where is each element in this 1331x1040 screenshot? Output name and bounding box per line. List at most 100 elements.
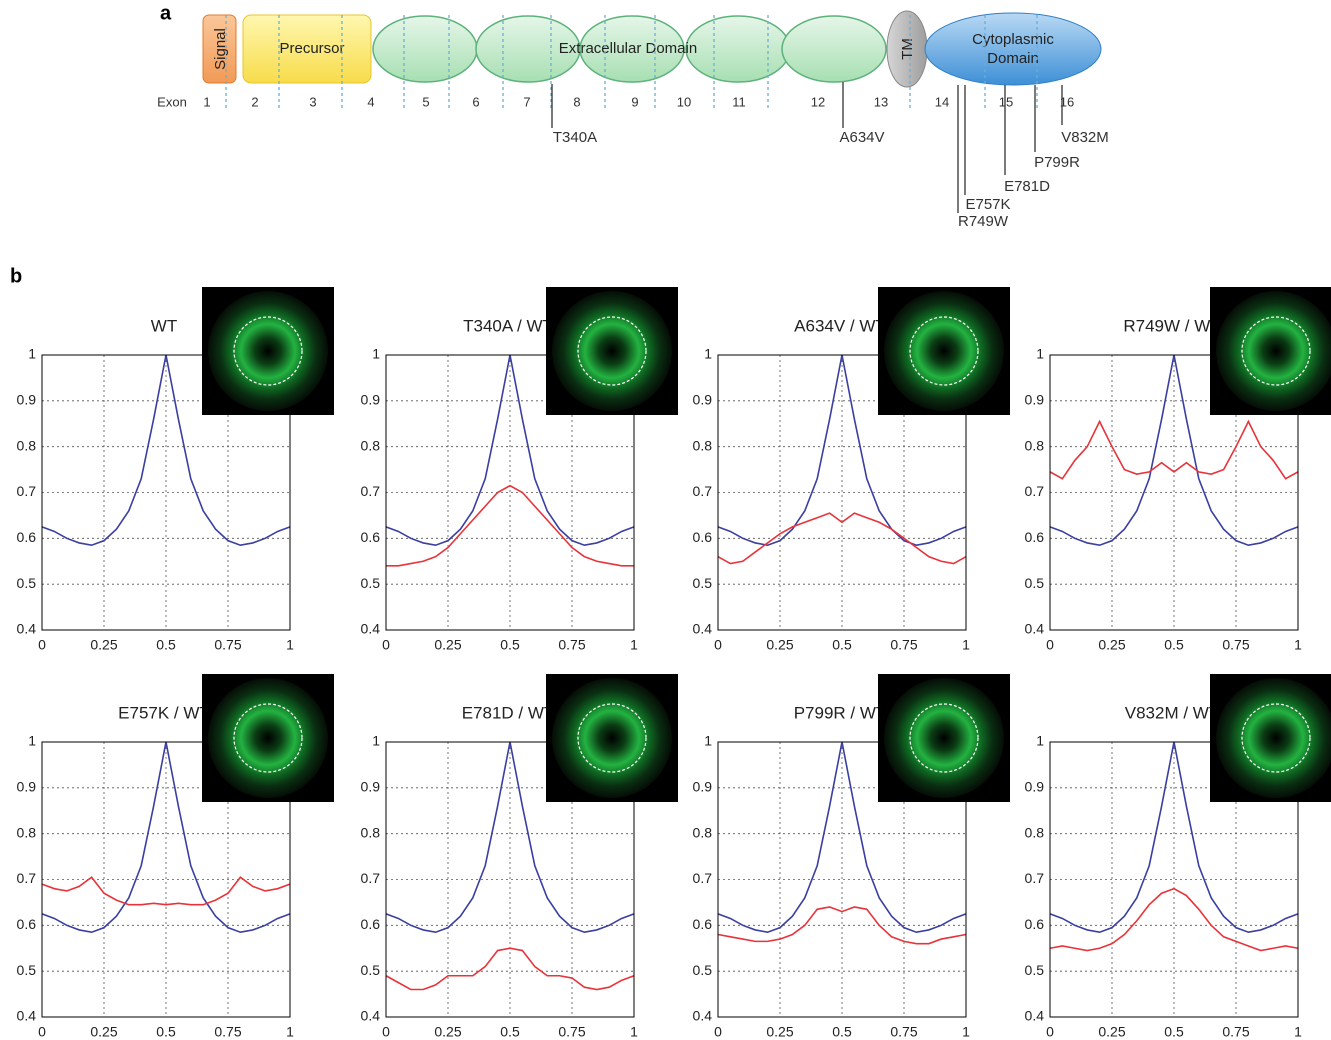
y-tick-label: 1	[704, 346, 712, 362]
panel-label: a	[160, 2, 172, 24]
y-tick-label: 0.8	[693, 824, 713, 840]
inset-outline	[233, 703, 303, 773]
x-tick-label: 0	[714, 1024, 722, 1040]
domain-label: Precursor	[279, 40, 344, 57]
y-tick-label: 1	[28, 733, 36, 749]
exon-labels: 1 2 3 4 5 6 7 8 9 10 11 12 13 14 15 16	[203, 94, 1074, 109]
x-tick-label: 0.5	[1164, 637, 1184, 653]
x-tick-label: 0.5	[156, 1024, 176, 1040]
x-tick-label: 1	[286, 637, 294, 653]
y-tick-label: 0.8	[1025, 437, 1045, 453]
mutation-label: P799R	[1034, 154, 1080, 171]
x-tick-label: 0.25	[1098, 1024, 1125, 1040]
x-tick-label: 0.75	[1222, 1024, 1249, 1040]
exon-label: 9	[631, 94, 638, 109]
x-tick-label: 0	[714, 637, 722, 653]
inset-cell	[884, 291, 1004, 411]
y-tick-label: 0.8	[17, 824, 37, 840]
x-tick-label: 1	[962, 637, 970, 653]
y-tick-label: 0.6	[693, 916, 713, 932]
exon-label: 11	[732, 94, 746, 109]
extracellular-domains	[372, 15, 887, 83]
x-tick-label: 1	[630, 1024, 638, 1040]
chart-title: E781D / WT	[462, 703, 555, 722]
y-tick-label: 0.7	[17, 483, 37, 499]
inset-cell	[1216, 678, 1331, 798]
y-tick-label: 0.4	[1025, 1008, 1045, 1024]
chart-title: A634V / WT	[794, 316, 886, 335]
y-tick-label: 0.5	[1025, 575, 1045, 591]
exon-label: 5	[422, 94, 429, 109]
x-tick-label: 0	[38, 637, 46, 653]
data-line	[1049, 887, 1299, 952]
chart-title: R749W / WT	[1123, 316, 1220, 335]
ig-domain	[685, 15, 791, 83]
y-tick-label: 1	[704, 733, 712, 749]
data-line	[717, 906, 967, 945]
mutation-markers	[551, 82, 1063, 213]
y-tick-label: 0.7	[1025, 483, 1045, 499]
domain-label: Domain	[987, 50, 1039, 67]
y-tick-label: 1	[372, 346, 380, 362]
x-tick-label: 1	[630, 637, 638, 653]
exon-label: 10	[677, 94, 691, 109]
x-tick-label: 0.5	[832, 637, 852, 653]
x-tick-label: 0.75	[1222, 637, 1249, 653]
y-tick-label: 0.5	[361, 962, 381, 978]
x-tick-label: 1	[1294, 637, 1302, 653]
inset-cell	[552, 678, 672, 798]
y-tick-label: 0.8	[1025, 824, 1045, 840]
y-tick-label: 0.7	[693, 870, 713, 886]
y-tick-label: 0.7	[361, 483, 381, 499]
y-tick-label: 0.6	[361, 529, 381, 545]
plot-frame	[385, 741, 635, 1018]
chart-title: E757K / WT	[118, 703, 210, 722]
x-tick-label: 0.5	[156, 637, 176, 653]
line-chart: 0 0.25 0.5 0.75 1 0.4 0.5 0.6 0.7 0.8 0.9 1 T340A / …	[361, 287, 678, 653]
exon-label: 7	[523, 94, 530, 109]
precursor-domain	[242, 14, 372, 84]
x-tick-label: 0.75	[890, 637, 917, 653]
y-tick-label: 0.9	[1025, 779, 1045, 795]
y-tick-label: 0.5	[17, 962, 37, 978]
inset-outline	[909, 703, 979, 773]
y-tick-label: 0.5	[1025, 962, 1045, 978]
chart-title: V832M / WT	[1125, 703, 1219, 722]
domain-label: Cytoplasmic	[972, 31, 1054, 48]
y-tick-label: 0.7	[693, 483, 713, 499]
y-tick-label: 1	[372, 733, 380, 749]
exon-label: 3	[309, 94, 316, 109]
y-tick-label: 0.8	[361, 437, 381, 453]
plot-frame	[717, 354, 967, 631]
panel-a: a Signal Precursor Extracellular Domain …	[157, 2, 1109, 230]
inset-outline	[233, 316, 303, 386]
cytoplasmic-domain	[924, 12, 1102, 86]
panel-label: b	[10, 265, 22, 287]
y-tick-label: 0.4	[361, 1008, 381, 1024]
y-tick-label: 0.7	[1025, 870, 1045, 886]
line-chart: 0 0.25 0.5 0.75 1 0.4 0.5 0.6 0.7 0.8 0.9 1 WT	[17, 287, 334, 653]
signal-domain	[202, 14, 237, 84]
mutation-label: R749W	[958, 213, 1009, 230]
x-tick-label: 0	[1046, 1024, 1054, 1040]
inset-outline	[1241, 316, 1311, 386]
x-tick-label: 0.75	[558, 1024, 585, 1040]
y-tick-label: 0.4	[17, 1008, 37, 1024]
y-tick-label: 0.4	[361, 621, 381, 637]
x-tick-label: 0.25	[434, 1024, 461, 1040]
y-tick-label: 0.4	[1025, 621, 1045, 637]
y-tick-label: 0.9	[693, 392, 713, 408]
mutation-label: E757K	[965, 196, 1010, 213]
y-tick-label: 0.8	[17, 437, 37, 453]
y-tick-label: 0.7	[17, 870, 37, 886]
x-tick-label: 1	[962, 1024, 970, 1040]
plot-frame	[1049, 354, 1299, 631]
x-tick-label: 0.25	[766, 637, 793, 653]
y-tick-label: 1	[28, 346, 36, 362]
y-tick-label: 0.9	[693, 779, 713, 795]
y-tick-label: 0.4	[693, 1008, 713, 1024]
exon-label: 2	[251, 94, 258, 109]
ig-domain	[579, 15, 685, 83]
chart-title: T340A / WT	[463, 316, 553, 335]
